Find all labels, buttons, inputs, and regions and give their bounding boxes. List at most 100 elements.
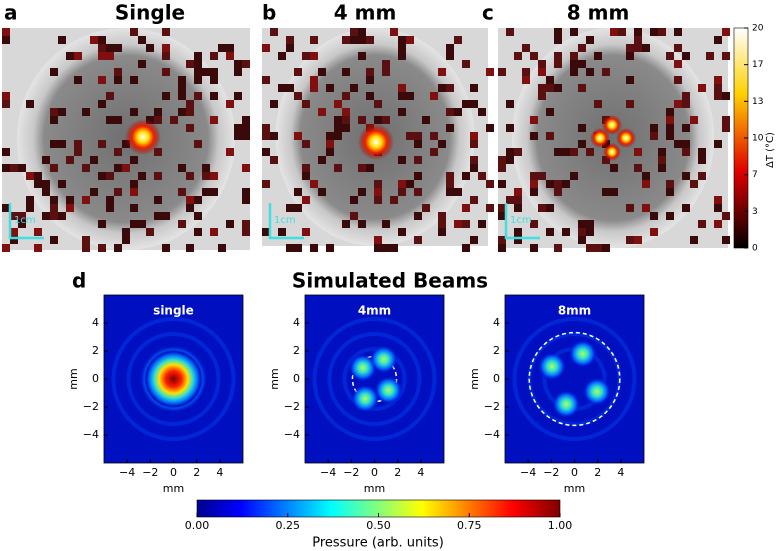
noise-pixel: [478, 220, 486, 228]
noise-pixel: [414, 236, 422, 244]
noise-pixel: [562, 148, 570, 156]
noise-pixel: [114, 164, 122, 172]
noise-pixel: [390, 196, 398, 204]
colorbar-tick-label: 0.75: [457, 519, 482, 532]
noise-pixel: [2, 244, 10, 252]
noise-pixel: [698, 156, 706, 164]
noise-pixel: [326, 132, 334, 140]
y-axis-label: mm: [268, 368, 281, 389]
side-ring: [312, 317, 437, 441]
noise-pixel: [342, 108, 350, 116]
noise-pixel: [414, 188, 422, 196]
colorbar-tick-label: 0: [752, 244, 758, 254]
noise-pixel: [546, 228, 554, 236]
panel-letter: d: [72, 269, 86, 293]
noise-pixel: [514, 236, 522, 244]
y-tick-label: −2: [284, 400, 300, 413]
noise-pixel: [50, 164, 58, 172]
focal-spot: [369, 345, 398, 374]
y-tick-label: −4: [484, 428, 500, 441]
noise-pixel: [82, 196, 90, 204]
noise-pixel: [650, 212, 658, 220]
noise-pixel: [294, 204, 302, 212]
y-axis-label: mm: [468, 368, 481, 389]
noise-pixel: [26, 100, 34, 108]
noise-pixel: [10, 228, 18, 236]
scale-label: 1cm: [510, 215, 532, 226]
noise-pixel: [554, 180, 562, 188]
noise-pixel: [194, 60, 202, 68]
noise-pixel: [714, 196, 722, 204]
noise-pixel: [682, 52, 690, 60]
noise-pixel: [210, 76, 218, 84]
colorbar-tick-label: 20: [752, 24, 764, 34]
noise-pixel: [334, 164, 342, 172]
noise-pixel: [294, 132, 302, 140]
noise-pixel: [470, 132, 478, 140]
noise-pixel: [514, 228, 522, 236]
noise-pixel: [642, 204, 650, 212]
noise-pixel: [586, 228, 594, 236]
noise-pixel: [666, 52, 674, 60]
focal-spot: [582, 377, 611, 406]
y-tick-label: 0: [293, 372, 300, 385]
noise-pixel: [546, 132, 554, 140]
noise-pixel: [538, 68, 546, 76]
y-tick-label: −4: [284, 428, 300, 441]
noise-pixel: [310, 36, 318, 44]
noise-pixel: [594, 52, 602, 60]
noise-pixel: [430, 92, 438, 100]
noise-pixel: [570, 60, 578, 68]
noise-pixel: [202, 172, 210, 180]
noise-pixel: [626, 44, 634, 52]
noise-pixel: [318, 68, 326, 76]
noise-pixel: [242, 116, 250, 124]
noise-pixel: [342, 92, 350, 100]
noise-pixel: [58, 36, 66, 44]
noise-pixel: [42, 188, 50, 196]
noise-pixel: [514, 52, 522, 60]
noise-pixel: [114, 244, 122, 252]
noise-pixel: [626, 204, 634, 212]
noise-pixel: [82, 244, 90, 252]
noise-pixel: [578, 236, 586, 244]
noise-pixel: [714, 92, 722, 100]
noise-pixel: [626, 236, 634, 244]
focal-spot: [351, 384, 380, 413]
heat-spot: [590, 128, 610, 148]
colorbar-tick-label: 13: [752, 97, 763, 107]
noise-pixel: [358, 52, 366, 60]
panel-letter: c: [482, 1, 494, 25]
noise-pixel: [194, 68, 202, 76]
y-tick-label: 0: [493, 372, 500, 385]
noise-pixel: [194, 76, 202, 84]
noise-pixel: [722, 236, 730, 244]
noise-pixel: [286, 244, 294, 252]
noise-pixel: [634, 236, 642, 244]
focal-spot: [141, 347, 206, 411]
noise-pixel: [202, 164, 210, 172]
side-ring: [126, 332, 221, 426]
noise-pixel: [234, 92, 242, 100]
noise-pixel: [722, 116, 730, 124]
noise-pixel: [470, 100, 478, 108]
noise-pixel: [682, 204, 690, 212]
noise-pixel: [50, 108, 58, 116]
noise-pixel: [374, 180, 382, 188]
noise-pixel: [498, 204, 506, 212]
noise-pixel: [714, 204, 722, 212]
noise-pixel: [546, 108, 554, 116]
noise-pixel: [594, 100, 602, 108]
noise-pixel: [210, 188, 218, 196]
noise-pixel: [186, 172, 194, 180]
noise-pixel: [326, 84, 334, 92]
noise-pixel: [2, 36, 10, 44]
noise-pixel: [130, 76, 138, 84]
noise-pixel: [554, 60, 562, 68]
x-tick-label: 4: [617, 466, 624, 479]
noise-pixel: [162, 244, 170, 252]
noise-pixel: [286, 36, 294, 44]
noise-pixel: [154, 172, 162, 180]
noise-pixel: [438, 220, 446, 228]
